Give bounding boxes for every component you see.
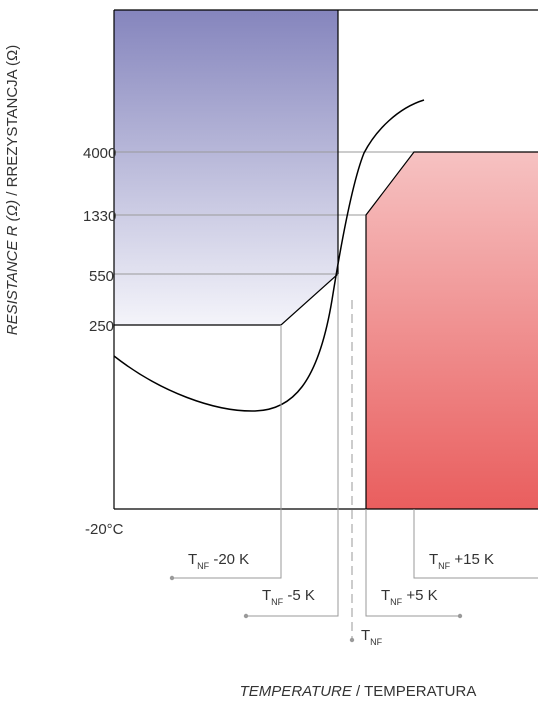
dot-tnf [349, 637, 355, 643]
label-tnf-minus5: TNF -5 K [262, 587, 315, 607]
x-axis-title: TEMPERATURE / TEMPERATURA [240, 683, 477, 700]
guide-tnf-plus15 [413, 509, 538, 579]
resistance-curve [113, 99, 425, 412]
cold-fault-region [114, 10, 338, 325]
label-tnf-plus5: TNF +5 K [381, 587, 438, 607]
label-tnf-minus20: TNF -20 K [188, 551, 249, 571]
marker-dots [169, 575, 463, 643]
marker-guides [172, 274, 538, 638]
y-tick-550: 550 [89, 268, 114, 285]
label-tnf: TNF [361, 627, 383, 647]
y-tick-1330: 1330 [83, 208, 116, 225]
y-tick-4000: 4000 [83, 145, 116, 162]
dot-tnf-minus5 [243, 613, 249, 619]
hot-fault-region [366, 152, 538, 509]
y-tick-250: 250 [89, 318, 114, 335]
dot-tnf-minus20 [169, 575, 175, 581]
cold-region-border [114, 10, 339, 326]
x-start-label: -20°C [85, 521, 124, 538]
plot-frame [113, 9, 538, 510]
guide-tnf-minus20 [172, 325, 282, 579]
y-axis-title: RESISTANCE R (Ω) / RREZYSTANCJA (Ω) [4, 45, 21, 335]
dot-tnf-plus5 [457, 613, 463, 619]
guide-tnf-minus5 [246, 274, 339, 617]
label-tnf-plus15: TNF +15 K [429, 551, 494, 571]
guide-tnf-plus5 [365, 509, 460, 617]
hot-region-border [365, 151, 538, 509]
region-borders [114, 10, 538, 509]
y-tick-labels: 4000 1330 550 250 [83, 145, 116, 335]
